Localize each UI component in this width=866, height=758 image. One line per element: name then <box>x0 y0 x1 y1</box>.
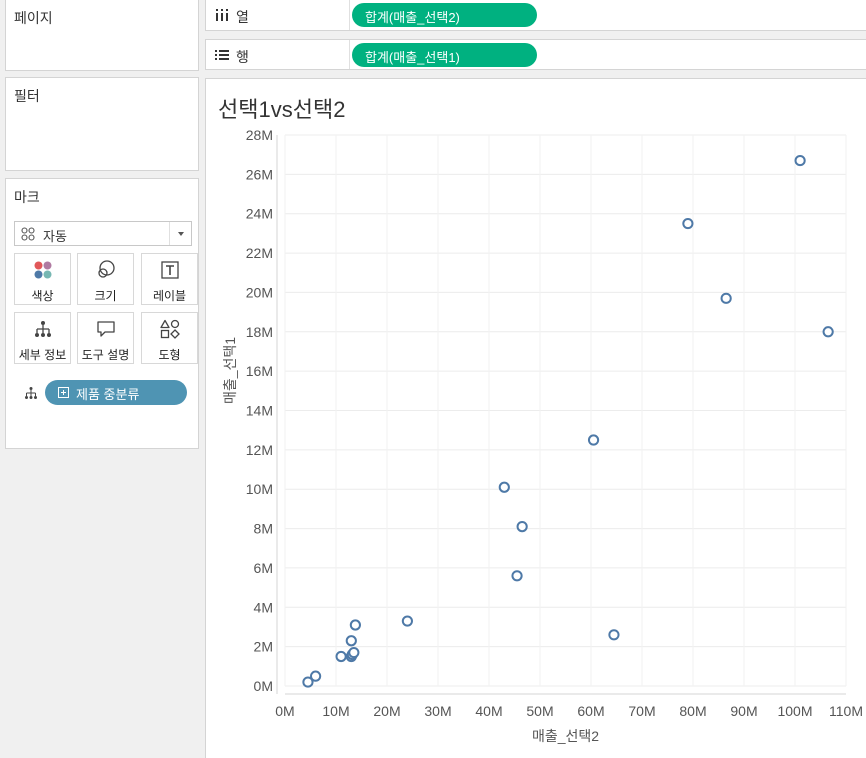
shape-button[interactable]: 도형 <box>141 312 198 364</box>
columns-icon <box>216 9 228 21</box>
expand-plus-icon[interactable] <box>58 387 69 398</box>
scatter-point[interactable] <box>608 629 620 641</box>
y-tick-label: 14M <box>246 403 273 419</box>
columns-shelf[interactable]: 열 합계(매출_선택2) <box>205 0 866 31</box>
y-axis-title: 매출_선택1 <box>222 337 238 404</box>
x-tick-label: 30M <box>424 703 451 719</box>
label-button-label: 레이블 <box>152 289 187 303</box>
x-tick-label: 60M <box>577 703 604 719</box>
scatter-point[interactable] <box>498 481 510 493</box>
scatter-point[interactable] <box>310 670 322 682</box>
scatter-point[interactable] <box>345 635 357 647</box>
mark-type-dropdown[interactable]: 자동 <box>14 221 192 246</box>
chart-title: 선택1vs선택2 <box>218 97 346 122</box>
pages-title: 페이지 <box>14 10 53 26</box>
columns-shelf-label: 열 <box>206 0 350 30</box>
detail-button-label: 세부 정보 <box>18 348 67 362</box>
text-t-icon <box>161 261 179 279</box>
x-tick-label: 10M <box>322 703 349 719</box>
size-circles-icon <box>98 260 115 278</box>
grid-lines <box>276 134 847 695</box>
automatic-mark-icon <box>21 227 35 241</box>
rows-icon <box>215 50 229 60</box>
y-tick-label: 20M <box>246 284 273 300</box>
y-tick-label: 12M <box>246 442 273 458</box>
scatter-point[interactable] <box>720 292 732 304</box>
y-tick-label: 16M <box>246 363 273 379</box>
view-pane: 선택1vs선택2 <box>205 78 866 758</box>
x-tick-label: 0M <box>275 703 294 719</box>
scatter-points <box>302 154 834 688</box>
x-axis-ticks: 0M 10M 20M 30M 40M 50M 60M 70M 80M 90M 100M 110M <box>275 703 863 719</box>
x-tick-label: 70M <box>628 703 655 719</box>
speech-bubble-icon <box>97 321 115 337</box>
scatter-point[interactable] <box>822 326 834 338</box>
scatter-point[interactable] <box>511 570 523 582</box>
tooltip-button[interactable]: 도구 설명 <box>77 312 134 364</box>
y-tick-label: 8M <box>254 521 273 537</box>
scatter-point[interactable] <box>516 521 528 533</box>
scatter-point[interactable] <box>401 615 413 627</box>
detail-tree-icon <box>25 387 37 399</box>
scatter-point[interactable] <box>587 434 600 446</box>
rows-shelf-label: 행 <box>206 40 350 69</box>
shape-button-label: 도형 <box>158 348 181 362</box>
color-dots-icon <box>34 261 52 279</box>
scatter-point[interactable] <box>348 646 360 659</box>
detail-button[interactable]: 세부 정보 <box>14 312 71 364</box>
rows-shelf[interactable]: 행 합계(매출_선택1) <box>205 39 866 70</box>
filters-title: 필터 <box>14 88 40 104</box>
pages-card[interactable]: 페이지 <box>5 0 199 71</box>
y-tick-label: 22M <box>246 245 273 261</box>
rows-label-text: 행 <box>236 49 249 65</box>
x-tick-label: 90M <box>730 703 757 719</box>
x-axis-title: 매출_선택2 <box>532 728 599 744</box>
y-tick-label: 4M <box>254 599 273 615</box>
y-tick-label: 0M <box>254 678 273 694</box>
y-tick-label: 10M <box>246 481 273 497</box>
scatter-point[interactable] <box>302 676 314 688</box>
rows-pill-label: 합계(매출_선택1) <box>365 50 460 65</box>
tooltip-button-label: 도구 설명 <box>81 348 130 362</box>
y-tick-label: 24M <box>246 206 273 222</box>
columns-label-text: 열 <box>236 9 249 25</box>
color-button[interactable]: 색상 <box>14 253 71 305</box>
detail-field-pill[interactable]: 제품 중분류 <box>45 380 187 405</box>
y-tick-label: 18M <box>246 324 273 340</box>
detail-tree-icon <box>35 321 51 337</box>
mark-type-label: 자동 <box>43 229 67 244</box>
scatter-point[interactable] <box>349 619 361 631</box>
detail-field-label: 제품 중분류 <box>76 387 140 402</box>
size-button[interactable]: 크기 <box>77 253 134 305</box>
marks-card: 마크 자동 색상 크기 레이블 <box>5 178 199 449</box>
y-tick-label: 6M <box>254 560 273 576</box>
color-button-label: 색상 <box>31 289 54 303</box>
scatter-point[interactable] <box>335 650 347 663</box>
scatter-point[interactable] <box>682 217 694 230</box>
y-tick-label: 26M <box>246 166 273 182</box>
x-tick-label: 40M <box>475 703 502 719</box>
filters-card[interactable]: 필터 <box>5 77 199 171</box>
y-tick-label: 28M <box>246 127 273 143</box>
x-tick-label: 80M <box>679 703 706 719</box>
columns-pill[interactable]: 합계(매출_선택2) <box>352 3 537 27</box>
size-button-label: 크기 <box>94 289 117 303</box>
rows-pill[interactable]: 합계(매출_선택1) <box>352 43 537 67</box>
x-tick-label: 50M <box>526 703 553 719</box>
x-tick-label: 20M <box>373 703 400 719</box>
y-tick-label: 2M <box>254 639 273 655</box>
chevron-down-icon[interactable] <box>169 222 191 245</box>
x-tick-label: 110M <box>829 703 863 719</box>
label-button[interactable]: 레이블 <box>141 253 198 305</box>
marks-title: 마크 <box>14 189 40 205</box>
scatter-point[interactable] <box>794 154 806 167</box>
shapes-icon <box>160 319 180 339</box>
columns-pill-label: 합계(매출_선택2) <box>365 10 460 25</box>
y-axis-ticks: 0M 2M 4M 6M 8M 10M 12M 14M 16M 18M 20M 22M 24M 26M 28M <box>246 127 273 694</box>
x-tick-label: 100M <box>777 703 812 719</box>
scatter-chart[interactable]: 0M 2M 4M 6M 8M 10M 12M 14M 16M 18M 20M 22M 24M 26M 28M… <box>205 78 866 758</box>
